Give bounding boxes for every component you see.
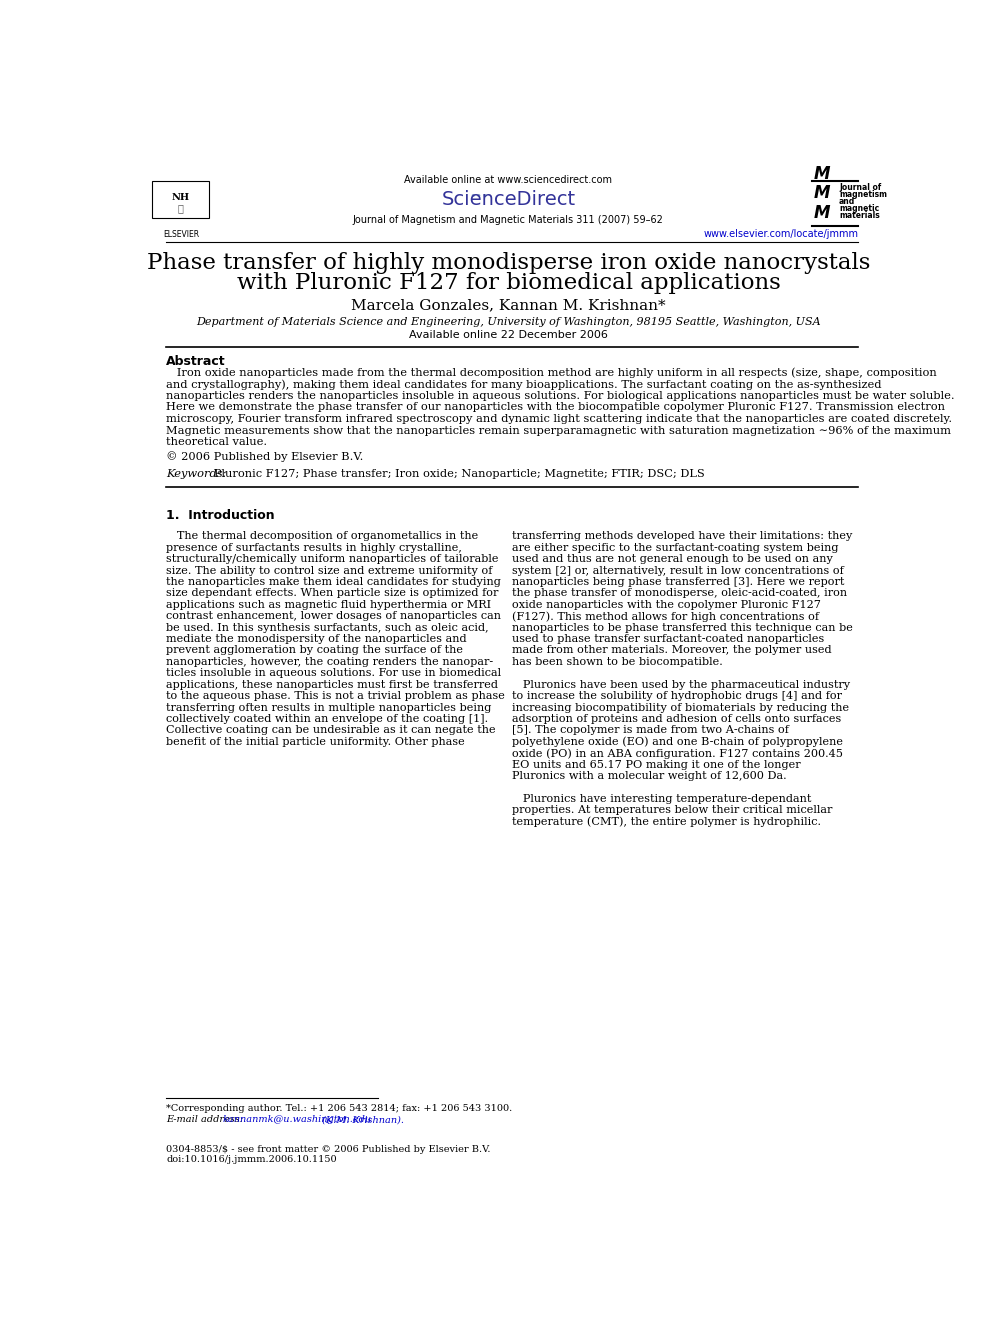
Text: materials: materials [839,212,880,221]
Text: Phase transfer of highly monodisperse iron oxide nanocrystals: Phase transfer of highly monodisperse ir… [147,251,870,274]
Text: nanoparticles, however, the coating renders the nanopar-: nanoparticles, however, the coating rend… [167,658,493,667]
Text: Journal of Magnetism and Magnetic Materials 311 (2007) 59–62: Journal of Magnetism and Magnetic Materi… [353,214,664,225]
Text: EO units and 65.17 PO making it one of the longer: EO units and 65.17 PO making it one of t… [512,759,801,770]
Text: E-mail address:: E-mail address: [167,1115,246,1125]
Text: Pluronics have been used by the pharmaceutical industry: Pluronics have been used by the pharmace… [512,680,850,689]
Text: and crystallography), making them ideal candidates for many bioapplications. The: and crystallography), making them ideal … [167,380,882,390]
Text: to the aqueous phase. This is not a trivial problem as phase: to the aqueous phase. This is not a triv… [167,691,505,701]
Text: doi:10.1016/j.jmmm.2006.10.1150: doi:10.1016/j.jmmm.2006.10.1150 [167,1155,337,1164]
Text: are either specific to the surfactant-coating system being: are either specific to the surfactant-co… [512,542,839,553]
Text: polyethylene oxide (EO) and one B-chain of polypropylene: polyethylene oxide (EO) and one B-chain … [512,737,843,747]
Text: transferring often results in multiple nanoparticles being: transferring often results in multiple n… [167,703,492,713]
Text: used to phase transfer surfactant-coated nanoparticles: used to phase transfer surfactant-coated… [512,634,824,644]
Text: size dependant effects. When particle size is optimized for: size dependant effects. When particle si… [167,589,499,598]
Text: kannanmk@u.washington.edu: kannanmk@u.washington.edu [222,1115,372,1125]
Text: NH: NH [172,193,189,202]
Text: nanoparticles renders the nanoparticles insoluble in aqueous solutions. For biol: nanoparticles renders the nanoparticles … [167,390,955,401]
Text: Abstract: Abstract [167,356,226,368]
Text: The thermal decomposition of organometallics in the: The thermal decomposition of organometal… [167,532,478,541]
Text: properties. At temperatures below their critical micellar: properties. At temperatures below their … [512,806,832,815]
Text: Iron oxide nanoparticles made from the thermal decomposition method are highly u: Iron oxide nanoparticles made from the t… [167,368,937,378]
Text: has been shown to be biocompatible.: has been shown to be biocompatible. [512,658,723,667]
Text: the phase transfer of monodisperse, oleic-acid-coated, iron: the phase transfer of monodisperse, olei… [512,589,847,598]
Text: ticles insoluble in aqueous solutions. For use in biomedical: ticles insoluble in aqueous solutions. F… [167,668,501,679]
Text: Magnetic measurements show that the nanoparticles remain superparamagnetic with : Magnetic measurements show that the nano… [167,426,951,435]
Text: Pluronics have interesting temperature-dependant: Pluronics have interesting temperature-d… [512,794,811,804]
Text: Here we demonstrate the phase transfer of our nanoparticles with the biocompatib: Here we demonstrate the phase transfer o… [167,402,945,413]
Text: 1.  Introduction: 1. Introduction [167,509,275,523]
Text: mediate the monodispersity of the nanoparticles and: mediate the monodispersity of the nanopa… [167,634,467,644]
Text: Available online at www.sciencedirect.com: Available online at www.sciencedirect.co… [405,175,612,185]
Text: theoretical value.: theoretical value. [167,438,268,447]
Text: applications such as magnetic fluid hyperthermia or MRI: applications such as magnetic fluid hype… [167,599,491,610]
Text: *Corresponding author. Tel.: +1 206 543 2814; fax: +1 206 543 3100.: *Corresponding author. Tel.: +1 206 543 … [167,1105,513,1113]
Text: increasing biocompatibility of biomaterials by reducing the: increasing biocompatibility of biomateri… [512,703,849,713]
Text: Marcela Gonzales, Kannan M. Krishnan*: Marcela Gonzales, Kannan M. Krishnan* [351,299,666,312]
Text: to increase the solubility of hydrophobic drugs [4] and for: to increase the solubility of hydrophobi… [512,691,842,701]
Text: contrast enhancement, lower dosages of nanoparticles can: contrast enhancement, lower dosages of n… [167,611,501,622]
Text: ELSEVIER: ELSEVIER [163,230,199,239]
Text: nanoparticles being phase transferred [3]. Here we report: nanoparticles being phase transferred [3… [512,577,844,587]
Text: temperature (CMT), the entire polymer is hydrophilic.: temperature (CMT), the entire polymer is… [512,816,821,827]
Text: applications, these nanoparticles must first be transferred: applications, these nanoparticles must f… [167,680,498,689]
Text: collectively coated within an envelope of the coating [1].: collectively coated within an envelope o… [167,714,488,724]
Text: © 2006 Published by Elsevier B.V.: © 2006 Published by Elsevier B.V. [167,451,364,462]
Text: benefit of the initial particle uniformity. Other phase: benefit of the initial particle uniformi… [167,737,465,746]
Text: oxide (PO) in an ABA configuration. F127 contains 200.45: oxide (PO) in an ABA configuration. F127… [512,749,843,759]
Text: •••: ••• [469,192,489,201]
Text: ⚘: ⚘ [178,204,184,213]
Text: magnetic: magnetic [839,204,879,213]
Text: made from other materials. Moreover, the polymer used: made from other materials. Moreover, the… [512,646,832,655]
Text: 0304-8853/$ - see front matter © 2006 Published by Elsevier B.V.: 0304-8853/$ - see front matter © 2006 Pu… [167,1144,491,1154]
Text: microscopy, Fourier transform infrared spectroscopy and dynamic light scattering: microscopy, Fourier transform infrared s… [167,414,952,425]
Text: Journal of: Journal of [839,183,881,192]
Text: [5]. The copolymer is made from two A-chains of: [5]. The copolymer is made from two A-ch… [512,725,789,736]
Text: magnetism: magnetism [839,191,887,198]
Text: www.elsevier.com/locate/jmmm: www.elsevier.com/locate/jmmm [703,229,858,239]
Text: (F127). This method allows for high concentrations of: (F127). This method allows for high conc… [512,611,819,622]
Text: Pluronics with a molecular weight of 12,600 Da.: Pluronics with a molecular weight of 12,… [512,771,787,781]
Text: used and thus are not general enough to be used on any: used and thus are not general enough to … [512,554,833,564]
Text: transferring methods developed have their limitations: they: transferring methods developed have thei… [512,532,852,541]
Text: ScienceDirect: ScienceDirect [441,191,575,209]
Text: Pluronic F127; Phase transfer; Iron oxide; Nanoparticle; Magnetite; FTIR; DSC; D: Pluronic F127; Phase transfer; Iron oxid… [214,470,704,479]
Text: adsorption of proteins and adhesion of cells onto surfaces: adsorption of proteins and adhesion of c… [512,714,841,724]
Text: Collective coating can be undesirable as it can negate the: Collective coating can be undesirable as… [167,725,496,736]
Text: be used. In this synthesis surfactants, such as oleic acid,: be used. In this synthesis surfactants, … [167,623,489,632]
Text: and: and [839,197,855,206]
Text: with Pluronic F127 for biomedical applications: with Pluronic F127 for biomedical applic… [236,273,781,294]
Text: presence of surfactants results in highly crystalline,: presence of surfactants results in highl… [167,542,462,553]
Text: Keywords:: Keywords: [167,470,230,479]
Text: M
M
M: M M M [813,165,830,222]
Text: size. The ability to control size and extreme uniformity of: size. The ability to control size and ex… [167,566,493,576]
Text: the nanoparticles make them ideal candidates for studying: the nanoparticles make them ideal candid… [167,577,501,587]
Text: system [2] or, alternatively, result in low concentrations of: system [2] or, alternatively, result in … [512,566,844,576]
Text: nanoparticles to be phase transferred this technique can be: nanoparticles to be phase transferred th… [512,623,853,632]
Text: structurally/chemically uniform nanoparticles of tailorable: structurally/chemically uniform nanopart… [167,554,499,564]
Text: prevent agglomeration by coating the surface of the: prevent agglomeration by coating the sur… [167,646,463,655]
Text: (K.M. Krishnan).: (K.M. Krishnan). [319,1115,405,1125]
Text: Department of Materials Science and Engineering, University of Washington, 98195: Department of Materials Science and Engi… [196,316,820,327]
Text: oxide nanoparticles with the copolymer Pluronic F127: oxide nanoparticles with the copolymer P… [512,599,821,610]
Text: Available online 22 December 2006: Available online 22 December 2006 [409,329,608,340]
